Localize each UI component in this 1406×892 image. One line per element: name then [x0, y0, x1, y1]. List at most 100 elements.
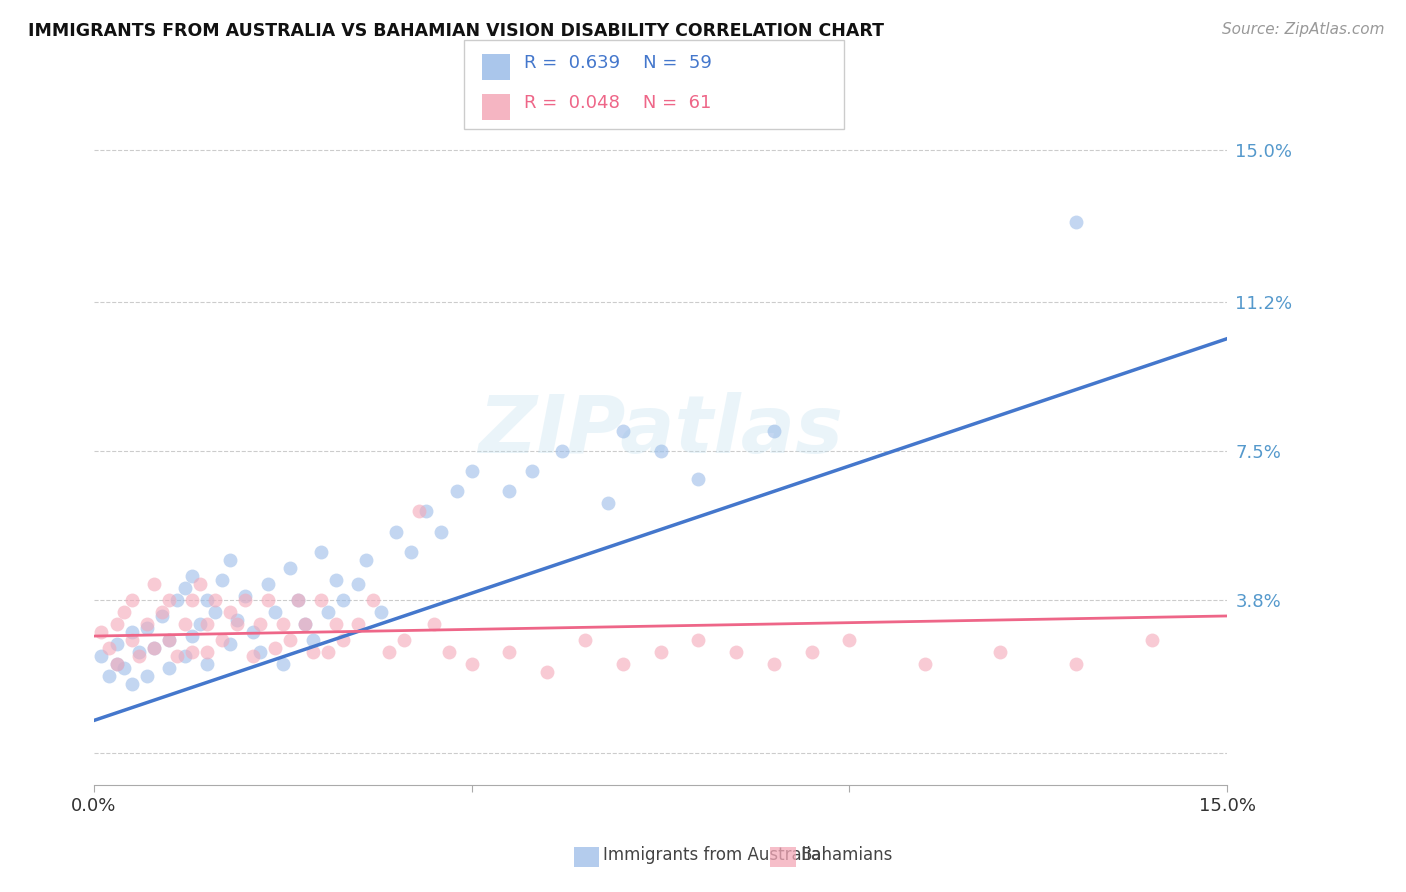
Point: [370, 605, 392, 619]
Point: [143, 641, 166, 656]
Text: Source: ZipAtlas.com: Source: ZipAtlas.com: [1222, 22, 1385, 37]
Point: [173, 581, 195, 595]
Point: [437, 645, 460, 659]
Point: [188, 576, 211, 591]
Point: [159, 633, 181, 648]
Point: [498, 484, 520, 499]
Point: [271, 617, 294, 632]
Point: [105, 657, 128, 672]
Point: [650, 444, 672, 458]
Point: [166, 649, 188, 664]
Point: [460, 657, 482, 672]
Point: [762, 424, 785, 438]
Point: [135, 617, 157, 632]
Point: [90, 649, 112, 664]
Point: [173, 617, 195, 632]
Point: [332, 633, 354, 648]
Point: [1064, 215, 1087, 229]
Point: [181, 593, 204, 607]
Point: [226, 613, 249, 627]
Point: [150, 609, 173, 624]
Point: [1140, 633, 1163, 648]
Point: [302, 645, 325, 659]
Point: [498, 645, 520, 659]
Point: [256, 593, 278, 607]
Point: [332, 593, 354, 607]
Point: [181, 645, 204, 659]
Point: [347, 617, 370, 632]
Text: R =  0.048    N =  61: R = 0.048 N = 61: [524, 95, 711, 112]
Point: [181, 629, 204, 643]
Point: [316, 605, 339, 619]
Point: [112, 605, 135, 619]
Point: [219, 637, 242, 651]
Point: [316, 645, 339, 659]
Point: [725, 645, 748, 659]
Point: [121, 593, 143, 607]
Point: [105, 657, 128, 672]
Point: [159, 633, 181, 648]
Point: [309, 544, 332, 558]
Text: Immigrants from Australia: Immigrants from Australia: [603, 847, 821, 864]
Point: [287, 593, 309, 607]
Point: [135, 621, 157, 635]
Point: [188, 617, 211, 632]
Point: [128, 649, 150, 664]
Point: [211, 573, 233, 587]
Point: [309, 593, 332, 607]
Point: [294, 617, 316, 632]
Point: [460, 464, 482, 478]
Point: [325, 617, 347, 632]
Point: [280, 560, 302, 574]
Point: [612, 657, 634, 672]
Point: [385, 524, 408, 539]
Point: [219, 605, 242, 619]
Point: [354, 552, 377, 566]
Point: [233, 589, 256, 603]
Point: [195, 617, 218, 632]
Point: [242, 625, 264, 640]
Point: [415, 504, 437, 518]
Point: [363, 593, 385, 607]
Point: [181, 568, 204, 582]
Point: [249, 617, 271, 632]
Text: R =  0.639    N =  59: R = 0.639 N = 59: [524, 54, 713, 72]
Point: [612, 424, 634, 438]
Text: ZIPatlas: ZIPatlas: [478, 392, 844, 470]
Point: [204, 593, 226, 607]
Point: [143, 576, 166, 591]
Point: [520, 464, 543, 478]
Point: [264, 641, 287, 656]
Point: [408, 504, 430, 518]
Point: [112, 661, 135, 675]
Point: [211, 633, 233, 648]
Point: [347, 576, 370, 591]
Point: [159, 593, 181, 607]
Point: [143, 641, 166, 656]
Point: [551, 444, 574, 458]
Point: [536, 665, 558, 680]
Point: [128, 645, 150, 659]
Point: [226, 617, 249, 632]
Point: [195, 657, 218, 672]
Point: [242, 649, 264, 664]
Point: [325, 573, 347, 587]
Point: [280, 633, 302, 648]
Point: [256, 576, 278, 591]
Point: [219, 552, 242, 566]
Point: [105, 617, 128, 632]
Point: [159, 661, 181, 675]
Point: [430, 524, 453, 539]
Point: [195, 593, 218, 607]
Point: [121, 633, 143, 648]
Point: [650, 645, 672, 659]
Point: [173, 649, 195, 664]
Point: [838, 633, 860, 648]
Point: [688, 633, 710, 648]
Point: [150, 605, 173, 619]
Point: [204, 605, 226, 619]
Point: [90, 625, 112, 640]
Point: [762, 657, 785, 672]
Point: [800, 645, 823, 659]
Point: [105, 637, 128, 651]
